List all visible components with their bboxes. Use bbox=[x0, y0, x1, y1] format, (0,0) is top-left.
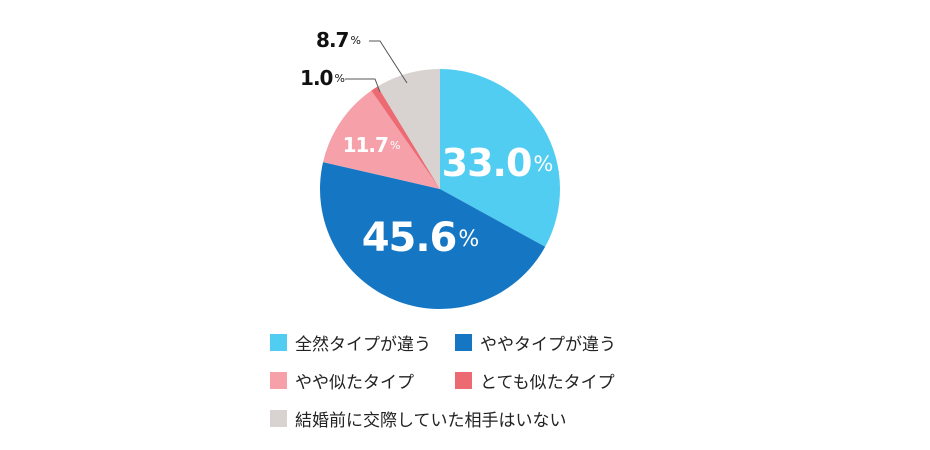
legend-item-4: とても似たタイプ bbox=[455, 368, 615, 393]
legend-item-1: 全然タイプが違う bbox=[270, 330, 431, 355]
legend-label: 全然タイプが違う bbox=[295, 335, 431, 355]
data-label-5: 8.7% bbox=[316, 28, 360, 52]
legend-item-3: やや似たタイプ bbox=[270, 368, 414, 393]
slice-3 bbox=[323, 90, 440, 189]
leader-line-5 bbox=[369, 40, 408, 84]
data-label-2: 45.6% bbox=[362, 215, 479, 261]
data-label-4: 1.0% bbox=[300, 66, 344, 90]
slice-1 bbox=[440, 69, 560, 247]
legend-label: ややタイプが違う bbox=[480, 335, 616, 355]
legend-swatch bbox=[270, 410, 287, 427]
legend-label: 結婚前に交際していた相手はいない bbox=[295, 411, 567, 431]
pie-slices bbox=[319, 69, 560, 310]
leader-line-4 bbox=[345, 78, 381, 93]
legend-label: やや似たタイプ bbox=[295, 373, 414, 393]
data-label-1: 33.0% bbox=[442, 141, 553, 185]
slice-2 bbox=[319, 162, 546, 310]
slice-5 bbox=[377, 69, 440, 189]
legend-item-2: ややタイプが違う bbox=[455, 330, 616, 355]
legend-swatch bbox=[455, 334, 472, 351]
legend-swatch bbox=[270, 334, 287, 351]
data-labels: 33.0% 45.6% 11.7 % 1.0 % 8.7% bbox=[300, 28, 553, 262]
legend-swatch bbox=[270, 372, 287, 389]
pie-chart: 33.0% 45.6% 11.7 % 1.0 % 8.7% bbox=[300, 28, 560, 310]
data-label-3: 11.7% bbox=[343, 133, 400, 157]
legend-label: とても似たタイプ bbox=[480, 373, 615, 393]
legend-item-5: 結婚前に交際していた相手はいない bbox=[270, 406, 567, 431]
leader-lines bbox=[345, 40, 408, 93]
slice-4 bbox=[371, 86, 440, 189]
legend-swatch bbox=[455, 372, 472, 389]
